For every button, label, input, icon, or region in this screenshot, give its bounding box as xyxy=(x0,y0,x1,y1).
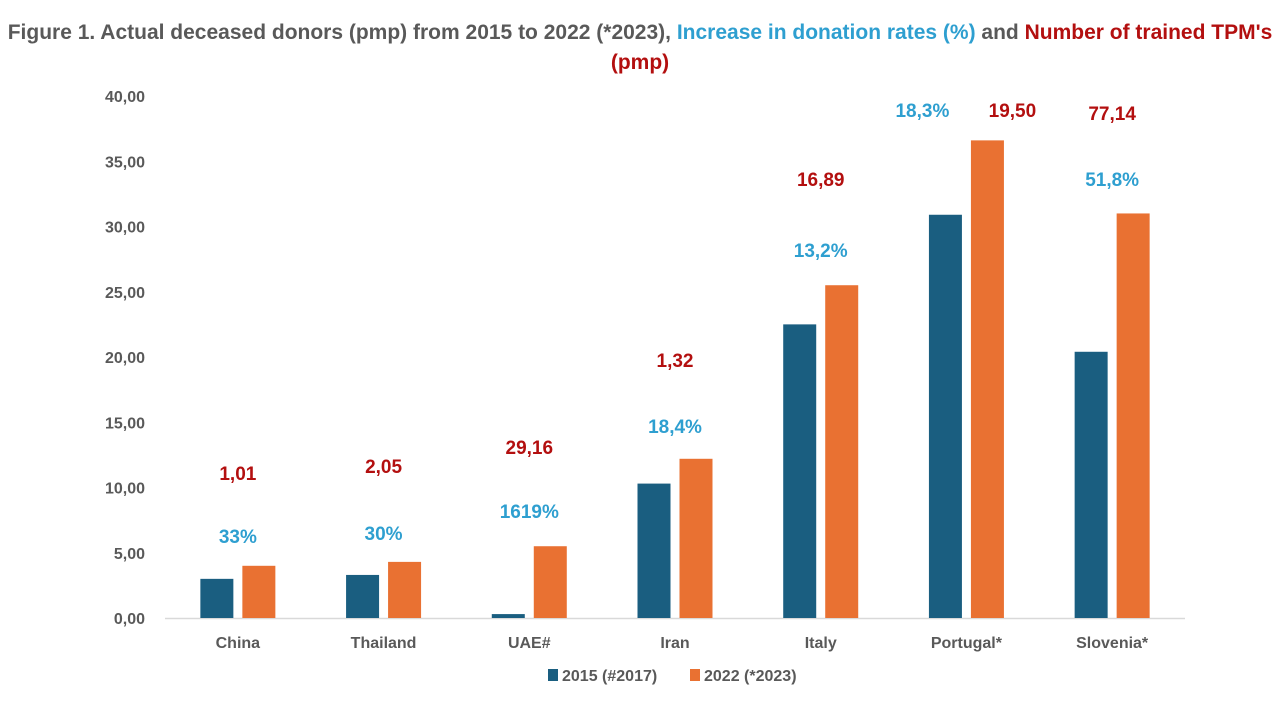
trained-tpm-label: 16,89 xyxy=(797,170,845,191)
y-tick-label: 0,00 xyxy=(114,611,145,628)
bar-series2 xyxy=(388,561,422,618)
increase-rate-label: 18,3% xyxy=(895,101,949,122)
y-tick-label: 40,00 xyxy=(105,89,145,106)
bar-series1 xyxy=(346,574,380,618)
title-part-and: and xyxy=(975,21,1025,44)
bar-series1 xyxy=(928,214,962,618)
trained-tpm-label: 19,50 xyxy=(989,101,1037,122)
legend-label: 2022 (*2023) xyxy=(704,668,797,685)
x-tick-label: Italy xyxy=(805,635,837,652)
bar-series2 xyxy=(533,546,567,618)
increase-rate-label: 1619% xyxy=(500,502,559,523)
increase-rate-label: 33% xyxy=(219,527,257,548)
trained-tpm-label: 2,05 xyxy=(365,457,402,478)
legend-swatch-series1 xyxy=(548,669,558,681)
y-tick-label: 30,00 xyxy=(105,220,145,237)
x-tick-label: China xyxy=(216,635,261,652)
y-tick-label: 15,00 xyxy=(105,415,145,432)
bar-series2 xyxy=(825,285,859,618)
y-tick-label: 20,00 xyxy=(105,350,145,367)
bar-series1 xyxy=(1074,351,1108,618)
bars xyxy=(200,140,1150,618)
x-tick-label: Thailand xyxy=(351,635,417,652)
y-tick-label: 10,00 xyxy=(105,481,145,498)
trained-tpm-label: 77,14 xyxy=(1088,104,1136,125)
bar-series1 xyxy=(200,578,234,618)
bar-series1 xyxy=(637,483,671,618)
trained-tpm-label: 1,32 xyxy=(657,351,694,372)
title-part-increase: Increase in donation rates (%) xyxy=(676,21,976,44)
trained-tpm-label: 1,01 xyxy=(219,464,256,485)
x-tick-label: Iran xyxy=(660,635,689,652)
y-tick-label: 35,00 xyxy=(105,154,145,171)
title-part-tpm: Number of trained TPM's (pmp) xyxy=(610,21,1273,74)
x-tick-label: Portugal* xyxy=(931,635,1003,652)
bar-series2 xyxy=(242,565,276,618)
bar-series2 xyxy=(679,458,713,618)
y-tick-label: 25,00 xyxy=(105,285,145,302)
y-tick-label: 5,00 xyxy=(114,546,145,563)
bar-series2 xyxy=(970,140,1004,618)
y-axis: 0,00 5,00 10,00 15,00 20,00 25,00 30,00 35,00 40… xyxy=(105,89,145,628)
trained-tpm-label: 29,16 xyxy=(506,438,554,459)
bar-series1 xyxy=(783,324,817,618)
increase-rate-label: 18,4% xyxy=(648,417,702,438)
bar-series1 xyxy=(491,614,525,618)
legend-swatch-series2 xyxy=(690,669,700,681)
bar-series2 xyxy=(1116,213,1150,618)
x-tick-label: Slovenia* xyxy=(1076,635,1149,652)
increase-rate-label: 30% xyxy=(365,524,403,545)
x-axis: China Thailand UAE# Iran Italy Portugal* Slove… xyxy=(216,635,1149,652)
x-tick-label: UAE# xyxy=(508,635,551,652)
title-part-main: Figure 1. Actual deceased donors (pmp) f… xyxy=(7,21,677,44)
increase-rate-label: 51,8% xyxy=(1085,170,1139,191)
chart-title: Figure 1. Actual deceased donors (pmp) f… xyxy=(0,18,1280,78)
legend-label: 2015 (#2017) xyxy=(562,668,657,685)
increase-rate-label: 13,2% xyxy=(794,241,848,262)
legend: 2015 (#2017) 2022 (*2023) xyxy=(548,668,797,685)
annotations: 33% 30% 1619% 18,4% 13,2% 18,3% 51,8% 1,01 2,05 2… xyxy=(219,101,1139,548)
